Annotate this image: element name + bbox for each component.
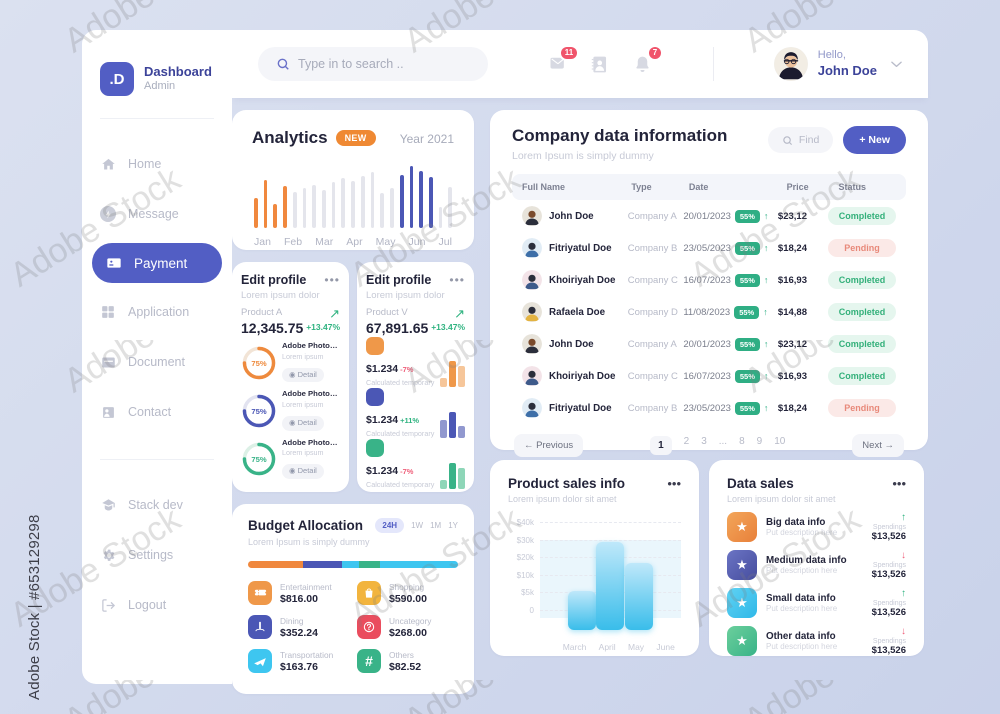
svg-text:75%: 75% (251, 455, 266, 464)
svg-text:75%: 75% (251, 407, 266, 416)
svg-text:75%: 75% (251, 358, 266, 367)
